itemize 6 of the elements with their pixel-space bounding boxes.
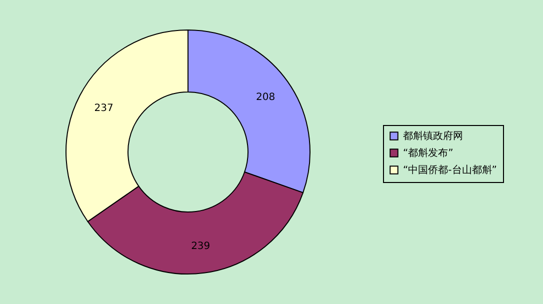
legend-label: “都斛发布” [403,147,454,159]
data-label: 208 [256,92,276,104]
data-label: 239 [191,241,210,252]
legend-label: 都斛镇政府网 [403,130,463,142]
data-label: 237 [94,102,114,114]
legend-label: “中国侨都-台山都斛” [403,164,497,176]
